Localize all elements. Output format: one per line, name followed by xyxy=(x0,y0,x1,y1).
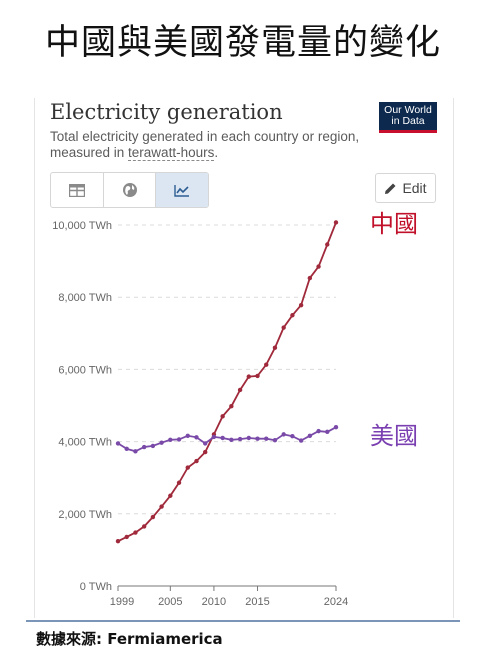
data-point-usa xyxy=(264,436,269,441)
pencil-icon xyxy=(385,183,396,194)
data-point-china xyxy=(255,373,260,379)
x-tick-label: 2010 xyxy=(202,596,226,608)
subtitle-text: Total electricity generated in each coun… xyxy=(50,129,360,160)
data-point-china xyxy=(298,302,304,308)
data-point-china xyxy=(325,242,330,247)
data-point-china xyxy=(281,325,286,330)
x-tick-label: 2005 xyxy=(158,596,182,608)
data-point-usa xyxy=(333,424,339,430)
y-tick-label: 8,000 TWh xyxy=(58,292,112,304)
data-point-china xyxy=(150,514,156,520)
data-point-usa xyxy=(141,444,147,450)
source-note: 數據來源: Fermiamerica xyxy=(36,630,223,648)
data-point-usa xyxy=(290,433,295,439)
data-point-usa xyxy=(281,432,286,437)
x-tick-label: 2015 xyxy=(245,596,269,608)
edit-label: Edit xyxy=(402,180,427,196)
data-point-usa xyxy=(237,436,243,442)
data-point-usa xyxy=(115,441,121,446)
data-point-usa xyxy=(325,429,330,435)
series-line-usa xyxy=(117,426,337,453)
chart-card xyxy=(34,98,454,618)
data-point-usa xyxy=(124,446,129,452)
y-tick-label: 2,000 TWh xyxy=(58,509,112,521)
data-point-china xyxy=(307,275,313,281)
x-tick-label: 2024 xyxy=(324,596,348,608)
data-point-china xyxy=(124,534,129,540)
y-tick-label: 4,000 TWh xyxy=(58,437,112,449)
data-point-china xyxy=(290,313,295,318)
data-point-usa xyxy=(185,433,190,439)
data-point-china xyxy=(168,493,173,498)
table-icon xyxy=(68,183,85,197)
data-point-usa xyxy=(159,440,164,445)
data-point-china xyxy=(133,530,138,535)
data-point-china xyxy=(141,524,147,529)
data-point-usa xyxy=(133,449,138,454)
data-point-china xyxy=(185,465,190,470)
data-point-usa xyxy=(168,437,173,442)
logo-line-1: Our World xyxy=(384,104,432,116)
tab-map[interactable] xyxy=(104,173,157,207)
y-tick-label: 0 TWh xyxy=(80,581,112,593)
line-chart-icon xyxy=(174,184,190,197)
data-point-china xyxy=(316,264,321,269)
tab-table[interactable] xyxy=(51,173,104,207)
data-point-usa xyxy=(229,437,234,442)
data-point-china xyxy=(220,414,225,419)
data-point-usa xyxy=(203,441,208,446)
logo-line-2: in Data xyxy=(391,115,425,127)
data-point-china xyxy=(333,220,339,225)
edit-button[interactable]: Edit xyxy=(375,173,436,203)
data-point-usa xyxy=(298,438,304,443)
y-tick-label: 6,000 TWh xyxy=(58,364,112,376)
subtitle-suffix: . xyxy=(214,145,219,160)
data-point-usa xyxy=(307,433,313,439)
data-point-china xyxy=(272,345,278,350)
owid-logo[interactable]: Our World in Data xyxy=(379,102,437,133)
globe-icon xyxy=(122,183,137,197)
data-point-china xyxy=(194,458,199,464)
data-point-usa xyxy=(194,435,199,440)
divider xyxy=(26,620,460,622)
data-point-china xyxy=(264,362,269,367)
series-label-usa: 美國 xyxy=(370,422,418,450)
data-point-usa xyxy=(176,437,182,442)
data-point-usa xyxy=(211,434,217,440)
unit-link[interactable]: terawatt-hours xyxy=(128,145,215,161)
data-point-china xyxy=(237,387,243,393)
data-point-china xyxy=(246,374,251,379)
chart-subtitle: Total electricity generated in each coun… xyxy=(50,129,370,161)
data-point-usa xyxy=(220,435,225,441)
x-tick-label: 1999 xyxy=(110,596,134,608)
data-point-china xyxy=(229,404,234,409)
page-heading: 中國與美國發電量的變化 xyxy=(44,23,441,63)
series-label-china: 中國 xyxy=(370,210,418,238)
data-point-usa xyxy=(255,436,260,441)
view-tabs xyxy=(50,172,209,208)
data-point-china xyxy=(203,449,208,455)
data-point-usa xyxy=(246,435,251,441)
data-point-usa xyxy=(150,443,156,449)
series-line-china xyxy=(117,222,337,543)
tab-chart[interactable] xyxy=(156,173,208,207)
chart-title: Electricity generation xyxy=(50,100,283,124)
data-point-usa xyxy=(316,428,321,434)
data-point-china xyxy=(159,504,164,509)
data-point-china xyxy=(176,480,182,485)
data-point-china xyxy=(115,539,121,544)
data-point-usa xyxy=(272,437,278,443)
y-tick-label: 10,000 TWh xyxy=(52,220,112,232)
